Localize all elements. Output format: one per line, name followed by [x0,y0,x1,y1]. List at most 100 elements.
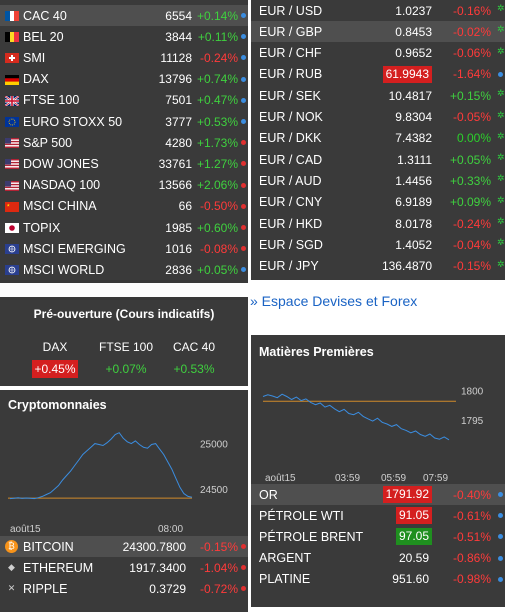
preopen-panel: Pré-ouverture (Cours indicatifs) DAX +0.4… [0,297,248,386]
index-row[interactable]: BEL 20 3844 +0.11% [0,26,248,47]
flag-us-icon [5,158,19,170]
forex-row[interactable]: EUR / CHF 0.9652 -0.06% ✲ [251,43,505,64]
refresh-icon: ✲ [497,130,505,141]
status-dot-icon [241,119,246,124]
forex-row[interactable]: EUR / DKK 7.4382 0.00% ✲ [251,128,505,149]
crypto-row[interactable]: ₿ BITCOIN 24300.7800 -0.15% [0,536,248,557]
crypto-name: ETHEREUM [23,560,94,575]
index-change: +0.47% [196,93,238,108]
forex-pair: EUR / NOK [259,110,323,124]
svg-text:★: ★ [7,202,11,207]
crypto-chart: 25000 24500 août15 08:00 [8,432,228,535]
commodities-chart: 1800 1795 août15 03:59 05:59 07:59 [262,387,484,484]
crypto-name: BITCOIN [23,539,74,554]
commodity-row[interactable]: PLATINE 951.60 -0.98% [251,569,505,590]
index-change: +0.11% [197,29,238,44]
index-row[interactable]: DAX 13796 +0.74% [0,69,248,90]
forex-row[interactable]: EUR / SGD 1.4052 -0.04% ✲ [251,234,505,255]
forex-pair: EUR / HKD [259,216,323,231]
commodity-row[interactable]: OR 1791.92 -0.40% [251,484,505,505]
y-tick-label: 25000 [200,440,228,451]
forex-value: 10.4817 [388,88,432,103]
forex-change: -0.04% [452,237,491,252]
commodity-row[interactable]: ARGENT 20.59 -0.86% [251,548,505,569]
commodity-row[interactable]: PÉTROLE WTI 91.05 -0.61% [251,505,505,526]
index-row[interactable]: DOW JONES 33761 +1.27% [0,153,248,174]
index-value: 11128 [160,50,192,65]
forex-row[interactable]: EUR / SEK 10.4817 +0.15% ✲ [251,85,505,106]
status-dot-icon [241,203,246,209]
forex-row[interactable]: EUR / GBP 0.8453 -0.02% ✲ [251,21,505,43]
index-change: +2.06% [196,178,238,193]
index-row[interactable]: SMI 11128 -0.24% [0,47,248,68]
forex-value: 0.8453 [395,24,432,39]
x-tick-label: 07:59 [423,473,448,484]
commodity-row[interactable]: PÉTROLE BRENT 97.05 -0.51% [251,526,505,547]
index-name: MSCI WORLD [23,262,105,277]
index-value: 33761 [158,156,192,171]
x-tick-label: août15 [10,524,41,535]
price-series-line [262,393,450,441]
index-row[interactable]: MSCI EMERGING 1016 -0.08% [0,238,248,259]
x-tick-label: 08:00 [158,524,183,535]
forex-pair: EUR / GBP [259,24,323,39]
status-dot-icon [241,182,246,188]
index-row[interactable]: MSCI WORLD 2836 +0.05% [0,259,248,280]
status-dot-icon [241,76,246,82]
index-row[interactable]: EURO STOXX 50 3777 +0.53% [0,111,248,132]
status-dot-icon [498,555,503,561]
forex-row[interactable]: EUR / CNY 6.9189 +0.09% ✲ [251,192,505,213]
forex-row[interactable]: EUR / RUB 61.9943 -1.64% [251,64,505,85]
flag-us-icon [5,180,19,191]
forex-row[interactable]: EUR / USD 1.0237 -0.16% ✲ [251,0,505,21]
forex-row[interactable]: EUR / AUD 1.4456 +0.33% ✲ [251,170,505,191]
index-change: +1.73% [196,135,238,150]
crypto-row[interactable]: ✕ RIPPLE 0.3729 -0.72% [0,578,248,599]
x-tick-label: 05:59 [381,473,406,484]
forex-row[interactable]: EUR / NOK 9.8304 -0.05% ✲ [251,107,505,128]
crypto-value: 0.3729 [149,581,186,596]
flag-us-icon [5,137,19,149]
forex-link[interactable]: » Espace Devises et Forex [250,293,418,309]
index-change: +0.05% [196,262,238,277]
forex-pair: EUR / USD [259,3,323,18]
forex-change: 0.00% [456,131,491,146]
index-row[interactable]: NASDAQ 100 13566 +2.06% [0,175,248,196]
x-tick-label: 03:59 [335,473,360,484]
index-row[interactable]: TOPIX 1985 +0.60% [0,217,248,238]
forex-row[interactable]: EUR / CAD 1.3111 +0.05% ✲ [251,149,505,170]
forex-row[interactable]: EUR / JPY 136.4870 -0.15% ✲ [251,256,505,277]
index-name: FTSE 100 [23,93,80,108]
refresh-icon: ✲ [497,45,505,56]
flag-world-icon [5,243,19,255]
forex-change: -0.15% [452,259,491,274]
flag-be-icon [5,31,19,43]
refresh-icon: ✲ [497,216,505,226]
forex-change: -0.16% [452,3,491,18]
forex-value: 6.9189 [395,195,432,210]
status-dot-icon [241,267,246,273]
crypto-change: -0.15% [199,539,238,554]
forex-pair: EUR / CAD [259,152,323,167]
index-row[interactable]: S&P 500 4280 +1.73% [0,132,248,153]
forex-value: 8.0178 [395,216,432,231]
crypto-row[interactable]: ◆ ETHEREUM 1917.3400 -1.04% [0,557,248,578]
forex-value: 1.0237 [395,3,432,18]
crypto-title: Cryptomonnaies [8,398,107,412]
flag-ch-icon [5,52,19,64]
index-change: +1.27% [196,156,238,171]
index-row[interactable]: ★ MSCI CHINA 66 -0.50% [0,196,248,217]
refresh-icon: ✲ [497,194,505,205]
index-row[interactable]: FTSE 100 7501 +0.47% [0,90,248,111]
preopen-value: +0.07% [105,362,147,376]
status-dot-icon [241,225,246,230]
y-tick-label: 1800 [461,387,484,398]
forex-row[interactable]: EUR / HKD 8.0178 -0.24% ✲ [251,213,505,234]
commodity-change: -0.86% [452,551,491,566]
preopen-name: FTSE 100 [98,340,154,354]
flag-cn-icon: ★ [5,201,19,212]
index-row[interactable]: CAC 40 6554 +0.14% [0,5,248,26]
index-name: EURO STOXX 50 [23,114,123,129]
preopen-value: +0.53% [173,362,215,376]
forex-panel: EUR / USD 1.0237 -0.16% ✲ EUR / GBP 0.8453 -0.… [251,0,505,280]
